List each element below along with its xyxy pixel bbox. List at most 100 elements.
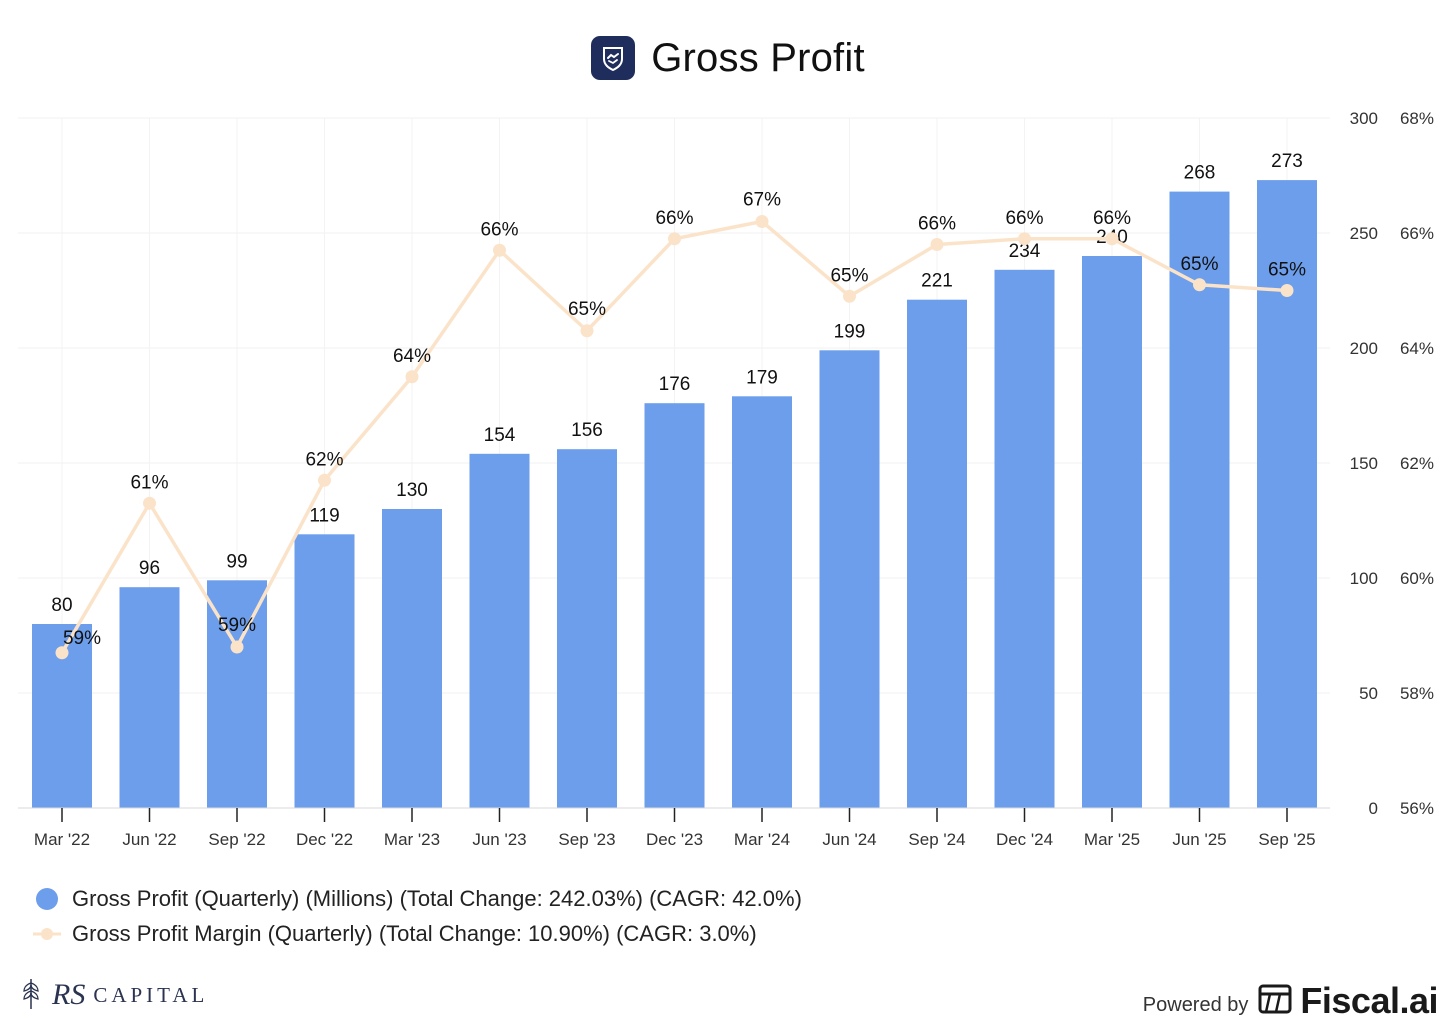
- x-tick-label: Mar '22: [34, 830, 90, 849]
- margin-point: [318, 473, 331, 487]
- x-tick-label: Jun '25: [1172, 830, 1226, 849]
- x-tick-label: Sep '22: [208, 830, 265, 849]
- chart-header: Gross Profit: [0, 30, 1456, 86]
- margin-value-label: 65%: [1268, 260, 1306, 281]
- margin-value-label: 66%: [480, 219, 518, 240]
- x-tick-label: Sep '25: [1258, 830, 1315, 849]
- margin-value-label: 59%: [63, 628, 101, 649]
- margin-value-label: 66%: [918, 214, 956, 235]
- y-left-tick-label: 50: [1359, 684, 1378, 703]
- y-left-tick-label: 250: [1350, 224, 1378, 243]
- margin-value-label: 66%: [655, 208, 693, 229]
- bar: [1082, 256, 1142, 808]
- bar: [732, 396, 792, 808]
- bar-value-label: 99: [226, 551, 247, 572]
- margin-point: [580, 324, 594, 338]
- powered-by-label: Powered by: [1142, 993, 1249, 1016]
- y-left-tick-label: 0: [1369, 799, 1378, 818]
- bar-value-label: 80: [51, 595, 72, 616]
- x-tick-label: Sep '24: [908, 830, 965, 849]
- x-tick-label: Jun '23: [472, 830, 526, 849]
- x-tick-label: Mar '25: [1084, 830, 1140, 849]
- margin-point: [405, 370, 419, 384]
- margin-line-series: [55, 215, 1294, 660]
- margin-point: [230, 640, 244, 654]
- bar-value-label: 96: [139, 558, 160, 579]
- margin-value-label: 61%: [130, 472, 168, 493]
- fiscal-brand-name: Fiscal.ai: [1300, 980, 1438, 1021]
- x-tick-label: Sep '23: [558, 830, 615, 849]
- y-left-tick-label: 150: [1350, 454, 1378, 473]
- bar: [644, 403, 705, 808]
- bar: [207, 580, 267, 808]
- y-right-tick-label: 68%: [1400, 109, 1434, 128]
- legend-bar-swatch-icon: [32, 884, 62, 914]
- bar: [819, 350, 880, 808]
- margin-point: [1018, 232, 1031, 246]
- legend-item-gross-profit-margin[interactable]: Gross Profit Margin (Quarterly) (Total C…: [32, 919, 1132, 949]
- margin-value-label: 65%: [1180, 254, 1218, 275]
- wheat-leaf-icon: [20, 975, 42, 1016]
- y-right-tick-label: 62%: [1400, 454, 1434, 473]
- shield-handshake-icon: [591, 36, 636, 80]
- margin-point: [930, 238, 944, 251]
- bar: [907, 299, 967, 808]
- bar-series: [32, 180, 1317, 809]
- margin-point: [55, 646, 69, 660]
- margin-point: [1105, 232, 1119, 246]
- bar-value-label: 221: [921, 271, 953, 292]
- x-axis: Mar '22 Jun '22 Sep '22 Dec '22 Mar '23 Jun '…: [18, 807, 1330, 849]
- margin-point: [755, 215, 769, 228]
- x-tick-label: Dec '23: [646, 830, 703, 849]
- brand-mark: RS: [52, 978, 86, 1011]
- bar: [557, 449, 617, 808]
- rs-capital-logo: RS CAPITAL: [20, 974, 208, 1016]
- y-right-tick-label: 60%: [1400, 569, 1434, 588]
- margin-point: [1193, 278, 1206, 292]
- bar-value-label: 179: [746, 367, 778, 388]
- margin-value-label: 66%: [1005, 208, 1043, 229]
- bar: [294, 534, 355, 808]
- margin-point: [143, 496, 156, 510]
- gross-profit-chart: 8096991191301541561761791992212342402682…: [18, 109, 1434, 849]
- fiscal-calculator-icon: [1258, 984, 1292, 1019]
- brand-name: CAPITAL: [93, 982, 209, 1007]
- y-axis-right: 56% 58% 60% 62% 64% 66% 68%: [1400, 109, 1434, 818]
- margin-data-labels: 59% 61% 59% 62% 64% 66% 65% 66% 67% 65% 66% 66% 66% 6…: [63, 190, 1306, 649]
- x-tick-label: Jun '24: [822, 830, 876, 849]
- x-tick-label: Dec '24: [996, 830, 1053, 849]
- y-right-tick-label: 58%: [1400, 684, 1434, 703]
- bar: [994, 269, 1055, 808]
- y-right-tick-label: 66%: [1400, 224, 1434, 243]
- y-axis-left: 0 50 100 150 200 250 300: [1350, 109, 1378, 818]
- x-tick-label: Mar '23: [384, 830, 440, 849]
- legend-label-gross-profit-margin: Gross Profit Margin (Quarterly) (Total C…: [72, 921, 757, 946]
- x-tick-label: Dec '22: [296, 830, 353, 849]
- margin-point: [1280, 284, 1294, 297]
- margin-point: [493, 243, 506, 257]
- legend-label-gross-profit: Gross Profit (Quarterly) (Millions) (Tot…: [72, 886, 802, 911]
- bar-value-label: 199: [834, 321, 866, 342]
- margin-value-label: 65%: [830, 265, 868, 286]
- margin-value-label: 64%: [393, 346, 431, 367]
- bar-value-label: 154: [484, 425, 516, 446]
- chart-title: Gross Profit: [651, 35, 865, 80]
- bar-value-label: 234: [1009, 241, 1041, 262]
- x-tick-label: Jun '22: [122, 830, 176, 849]
- powered-by-fiscal[interactable]: Powered by Fiscal.ai: [1142, 980, 1439, 1022]
- margin-point: [843, 289, 856, 303]
- bar: [1169, 191, 1230, 809]
- margin-value-label: 66%: [1093, 208, 1131, 229]
- bar: [469, 453, 530, 808]
- legend-item-gross-profit[interactable]: Gross Profit (Quarterly) (Millions) (Tot…: [32, 884, 1132, 914]
- margin-value-label: 62%: [305, 449, 343, 470]
- x-tick-label: Mar '24: [734, 830, 790, 849]
- bar-value-label: 268: [1184, 163, 1216, 184]
- y-left-tick-label: 200: [1350, 339, 1378, 358]
- bar-value-label: 176: [659, 374, 691, 395]
- y-right-tick-label: 56%: [1400, 799, 1434, 818]
- bar-data-labels: 8096991191301541561761791992212342402682…: [51, 151, 1302, 616]
- bar: [119, 587, 180, 808]
- margin-value-label: 65%: [568, 299, 606, 320]
- y-right-tick-label: 64%: [1400, 339, 1434, 358]
